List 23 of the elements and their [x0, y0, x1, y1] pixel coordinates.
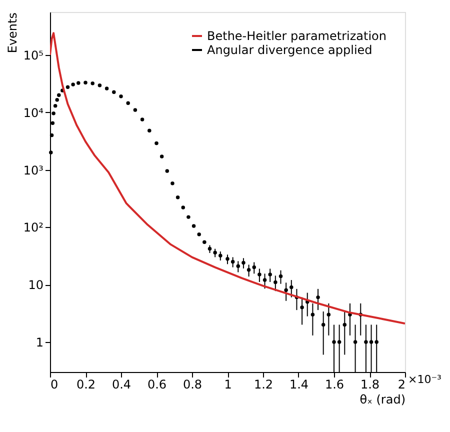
y-tick-label: 10⁵: [23, 48, 44, 62]
legend-label: Bethe-Heitler parametrization: [207, 29, 386, 43]
y-axis-title: Events: [5, 12, 20, 54]
x-tick-label: 1.8: [360, 378, 380, 392]
x-tick-label: 0.8: [182, 378, 202, 392]
legend-label: Angular divergence applied: [207, 43, 372, 57]
x-axis-title: θₓ (rad): [360, 392, 406, 406]
x-tick-label: 0: [50, 378, 58, 392]
y-tick-label: 10²: [23, 220, 44, 235]
x-tick-label: 1.2: [254, 378, 274, 392]
x-tick-label: 0.4: [112, 378, 132, 392]
x-tick-label: 1.4: [289, 378, 309, 392]
x-tick-label: 1: [224, 378, 232, 392]
y-tick-label: 10⁴: [23, 106, 44, 120]
x-tick-label: 0.6: [147, 378, 167, 392]
x-tick-label: 0.2: [76, 378, 96, 392]
text: ×10⁻³: [408, 373, 442, 386]
line-series: [50, 32, 405, 324]
y-tick-label: 10³: [23, 163, 44, 178]
y-tick-label: 10: [28, 278, 44, 292]
x-tick-label: 2: [398, 378, 406, 392]
x-tick-label: 1.6: [324, 378, 344, 392]
y-tick-label: 1: [36, 335, 44, 350]
